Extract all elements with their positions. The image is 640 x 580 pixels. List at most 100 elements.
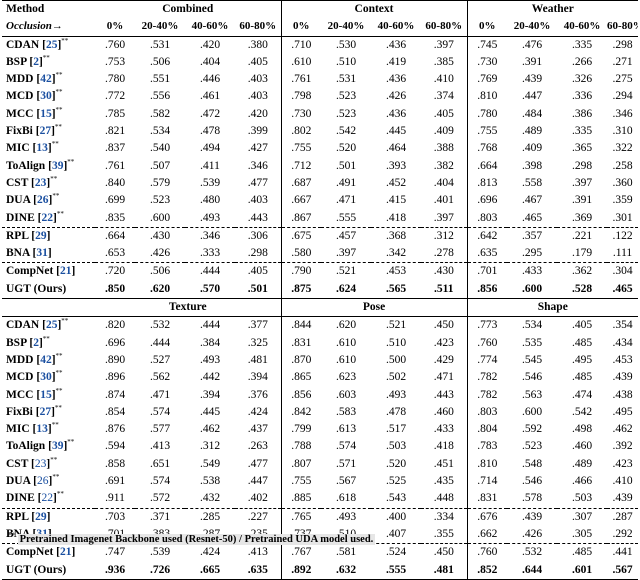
score-cell: .807	[291, 457, 312, 470]
score-cell: .594	[104, 440, 126, 453]
table-row: BSP [2]** .753 .506 .404 .405 .610 .510 .419 .38…	[2, 53, 638, 72]
score-cell: .523	[335, 107, 357, 120]
score-cell: .295	[521, 247, 543, 260]
method-cell: CST [23]**	[6, 455, 58, 470]
score-cell: .556	[149, 90, 171, 103]
score-cell: .398	[521, 159, 543, 172]
pretrained-marker: **	[61, 317, 69, 326]
method-name: MCD	[6, 90, 34, 103]
score-cell: .546	[521, 475, 543, 488]
method-name: RPL	[6, 510, 29, 523]
citation-ref: 13	[36, 423, 48, 436]
score-cell: .551	[149, 73, 171, 86]
group-header: Texture	[95, 298, 282, 317]
score-cell: .804	[477, 423, 498, 436]
score-cell: .335	[571, 125, 593, 138]
score-cell: .835	[104, 211, 126, 224]
score-cell: .111	[612, 247, 633, 260]
pretrained-marker: **	[61, 36, 69, 45]
score-cell: .457	[321, 226, 371, 246]
score-cell: .572	[149, 492, 171, 505]
score-cell: .610	[291, 55, 312, 68]
score-cell: .538	[199, 475, 221, 488]
score-cell: .403	[235, 88, 282, 106]
score-cell: .500	[385, 353, 407, 366]
method-cell: DUA [26]**	[6, 192, 60, 207]
score-cell: .430	[135, 226, 185, 246]
score-cell: .890	[104, 353, 126, 366]
footnote-text: Pretrained Imagenet Backbone used (Resne…	[17, 534, 376, 545]
score-cell: .837	[104, 142, 126, 155]
score-cell: .601	[557, 561, 608, 580]
score-cell: .376	[235, 386, 282, 404]
score-cell: .466	[571, 475, 593, 488]
score-cell: .503	[571, 492, 593, 505]
score-cell: .539	[199, 176, 221, 189]
score-cell: .434	[612, 336, 633, 349]
score-cell: .484	[521, 107, 543, 120]
score-cell: .436	[385, 73, 407, 86]
score-cell: .477	[235, 174, 282, 193]
score-cell: .760	[477, 336, 498, 349]
score-cell: .413	[149, 440, 171, 453]
score-cell: .326	[571, 73, 593, 86]
score-cell: .418	[385, 211, 407, 224]
score-cell: .494	[199, 142, 221, 155]
method-cell: ToAlign [39]**	[6, 438, 75, 453]
score-cell: .782	[477, 388, 498, 401]
table-row: MCC [15]** .874 .471 .394 .376 .856 .603 .493 .4…	[2, 386, 638, 404]
score-cell: .768	[477, 142, 498, 155]
table-row: FixBi [27]** .854 .574 .445 .424 .842 .583 .478…	[2, 403, 638, 422]
score-cell: .676	[467, 507, 508, 526]
table-row: CDAN [25]** .760.531.420.380.710.530.436.…	[2, 35, 639, 54]
method-header-blank	[2, 298, 95, 317]
citation-ref: 25	[45, 38, 58, 51]
score-cell: .298	[607, 35, 639, 54]
score-cell: .397	[421, 35, 468, 54]
score-cell: .574	[149, 475, 171, 488]
score-cell: .310	[612, 125, 633, 138]
score-cell: .362	[557, 262, 608, 281]
citation-ref: 26	[37, 194, 49, 207]
method-name: CST	[6, 176, 29, 189]
score-cell: .840	[104, 176, 126, 189]
score-cell: .485	[571, 336, 593, 349]
method-name: CompNet	[6, 265, 54, 278]
table-row: DINE [22]** .911 .572 .432 .402 .885 .618 .543.…	[2, 490, 638, 509]
method-name: FixBi	[6, 405, 33, 418]
score-cell: .521	[321, 262, 371, 281]
score-cell: .420	[185, 35, 235, 54]
score-cell: .856	[477, 282, 498, 295]
score-cell: .453	[612, 353, 633, 366]
method-cell: CDAN [25]**	[2, 35, 95, 54]
score-cell: .600	[521, 405, 543, 418]
score-cell: .527	[149, 353, 171, 366]
occlusion-bin-header: 0%	[106, 20, 124, 33]
method-cell: UGT (Ours)	[2, 561, 95, 580]
score-cell: .720	[95, 262, 135, 281]
occlusion-bin-header: 40-60%	[377, 20, 415, 33]
score-cell: .531	[335, 73, 357, 86]
score-cell: .525	[385, 475, 407, 488]
score-cell: .369	[571, 211, 593, 224]
score-cell: .443	[421, 386, 468, 404]
score-cell: .610	[335, 336, 357, 349]
score-cell: .426	[149, 247, 171, 260]
score-cell: .577	[149, 423, 171, 436]
score-cell: .472	[199, 107, 221, 120]
score-cell: .391	[521, 55, 543, 68]
occlusion-bin-header: 20-40%	[513, 20, 551, 33]
score-cell: .474	[571, 388, 593, 401]
method-name: CDAN	[6, 319, 40, 332]
citation-ref: 22	[41, 492, 53, 505]
score-cell: .477	[235, 455, 282, 474]
score-cell: .405	[421, 105, 468, 124]
score-cell: .294	[612, 90, 633, 103]
method-name: CompNet	[6, 546, 54, 559]
method-name: DUA	[6, 194, 31, 207]
score-cell: .409	[421, 123, 468, 141]
footnote-marker: **	[8, 531, 15, 540]
method-name: CST	[6, 457, 29, 470]
score-cell: .570	[199, 282, 221, 295]
score-cell: .359	[612, 194, 633, 207]
